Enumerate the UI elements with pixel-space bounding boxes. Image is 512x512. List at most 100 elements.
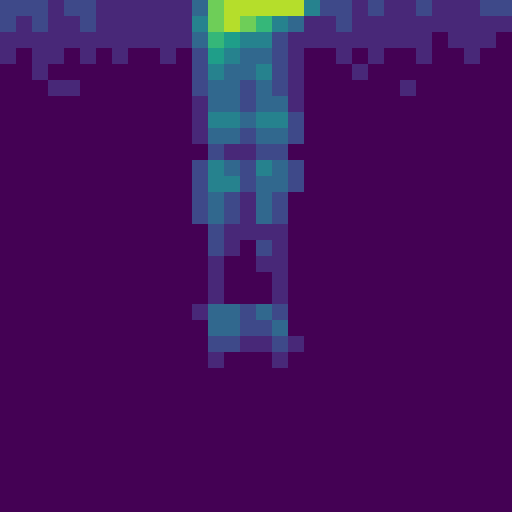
cell [320,448,336,464]
cell [432,368,448,384]
cell [16,128,32,144]
cell [32,464,48,480]
cell [48,32,64,48]
cell [192,400,208,416]
cell [0,288,16,304]
cell [352,336,368,352]
cell [480,112,496,128]
cell [256,192,272,208]
cell [432,464,448,480]
cell [176,208,192,224]
cell [176,272,192,288]
cell [368,48,384,64]
cell [32,384,48,400]
cell [208,368,224,384]
cell [48,432,64,448]
cell [432,384,448,400]
cell [448,256,464,272]
cell [208,32,224,48]
cell [80,464,96,480]
cell [176,112,192,128]
cell [224,48,240,64]
cell [416,64,432,80]
cell [112,128,128,144]
cell [416,240,432,256]
cell [64,80,80,96]
cell [208,48,224,64]
cell [176,432,192,448]
cell [448,144,464,160]
cell [240,176,256,192]
cell [288,112,304,128]
cell [448,304,464,320]
cell [304,16,320,32]
cell [176,480,192,496]
cell [48,224,64,240]
cell [336,112,352,128]
cell [432,496,448,512]
cell [416,16,432,32]
cell [272,48,288,64]
cell [160,288,176,304]
cell [432,256,448,272]
cell [256,224,272,240]
cell [32,240,48,256]
cell [384,400,400,416]
cell [64,208,80,224]
cell [240,48,256,64]
cell [32,400,48,416]
cell [400,64,416,80]
cell [176,336,192,352]
cell [96,368,112,384]
cell [464,336,480,352]
cell [80,112,96,128]
cell [224,320,240,336]
cell [368,64,384,80]
cell [16,192,32,208]
cell [448,384,464,400]
cell [96,0,112,16]
cell [16,96,32,112]
cell [240,112,256,128]
cell [304,0,320,16]
cell [400,368,416,384]
cell [480,160,496,176]
cell [336,416,352,432]
cell [480,416,496,432]
cell [384,416,400,432]
cell [432,208,448,224]
cell [160,464,176,480]
cell [368,352,384,368]
cell [0,240,16,256]
cell [464,400,480,416]
cell [16,384,32,400]
cell [288,384,304,400]
cell [128,32,144,48]
cell [64,32,80,48]
cell [208,176,224,192]
cell [112,400,128,416]
cell [480,432,496,448]
cell [384,256,400,272]
cell [224,208,240,224]
cell [176,144,192,160]
cell [304,192,320,208]
cell [208,336,224,352]
cell [48,368,64,384]
cell [240,128,256,144]
cell [384,64,400,80]
cell [272,240,288,256]
cell [96,384,112,400]
cell [208,224,224,240]
cell [112,384,128,400]
cell [144,128,160,144]
cell [320,304,336,320]
cell [176,16,192,32]
cell [240,480,256,496]
cell [160,448,176,464]
cell [320,480,336,496]
cell [208,144,224,160]
cell [64,0,80,16]
cell [368,400,384,416]
cell [416,288,432,304]
